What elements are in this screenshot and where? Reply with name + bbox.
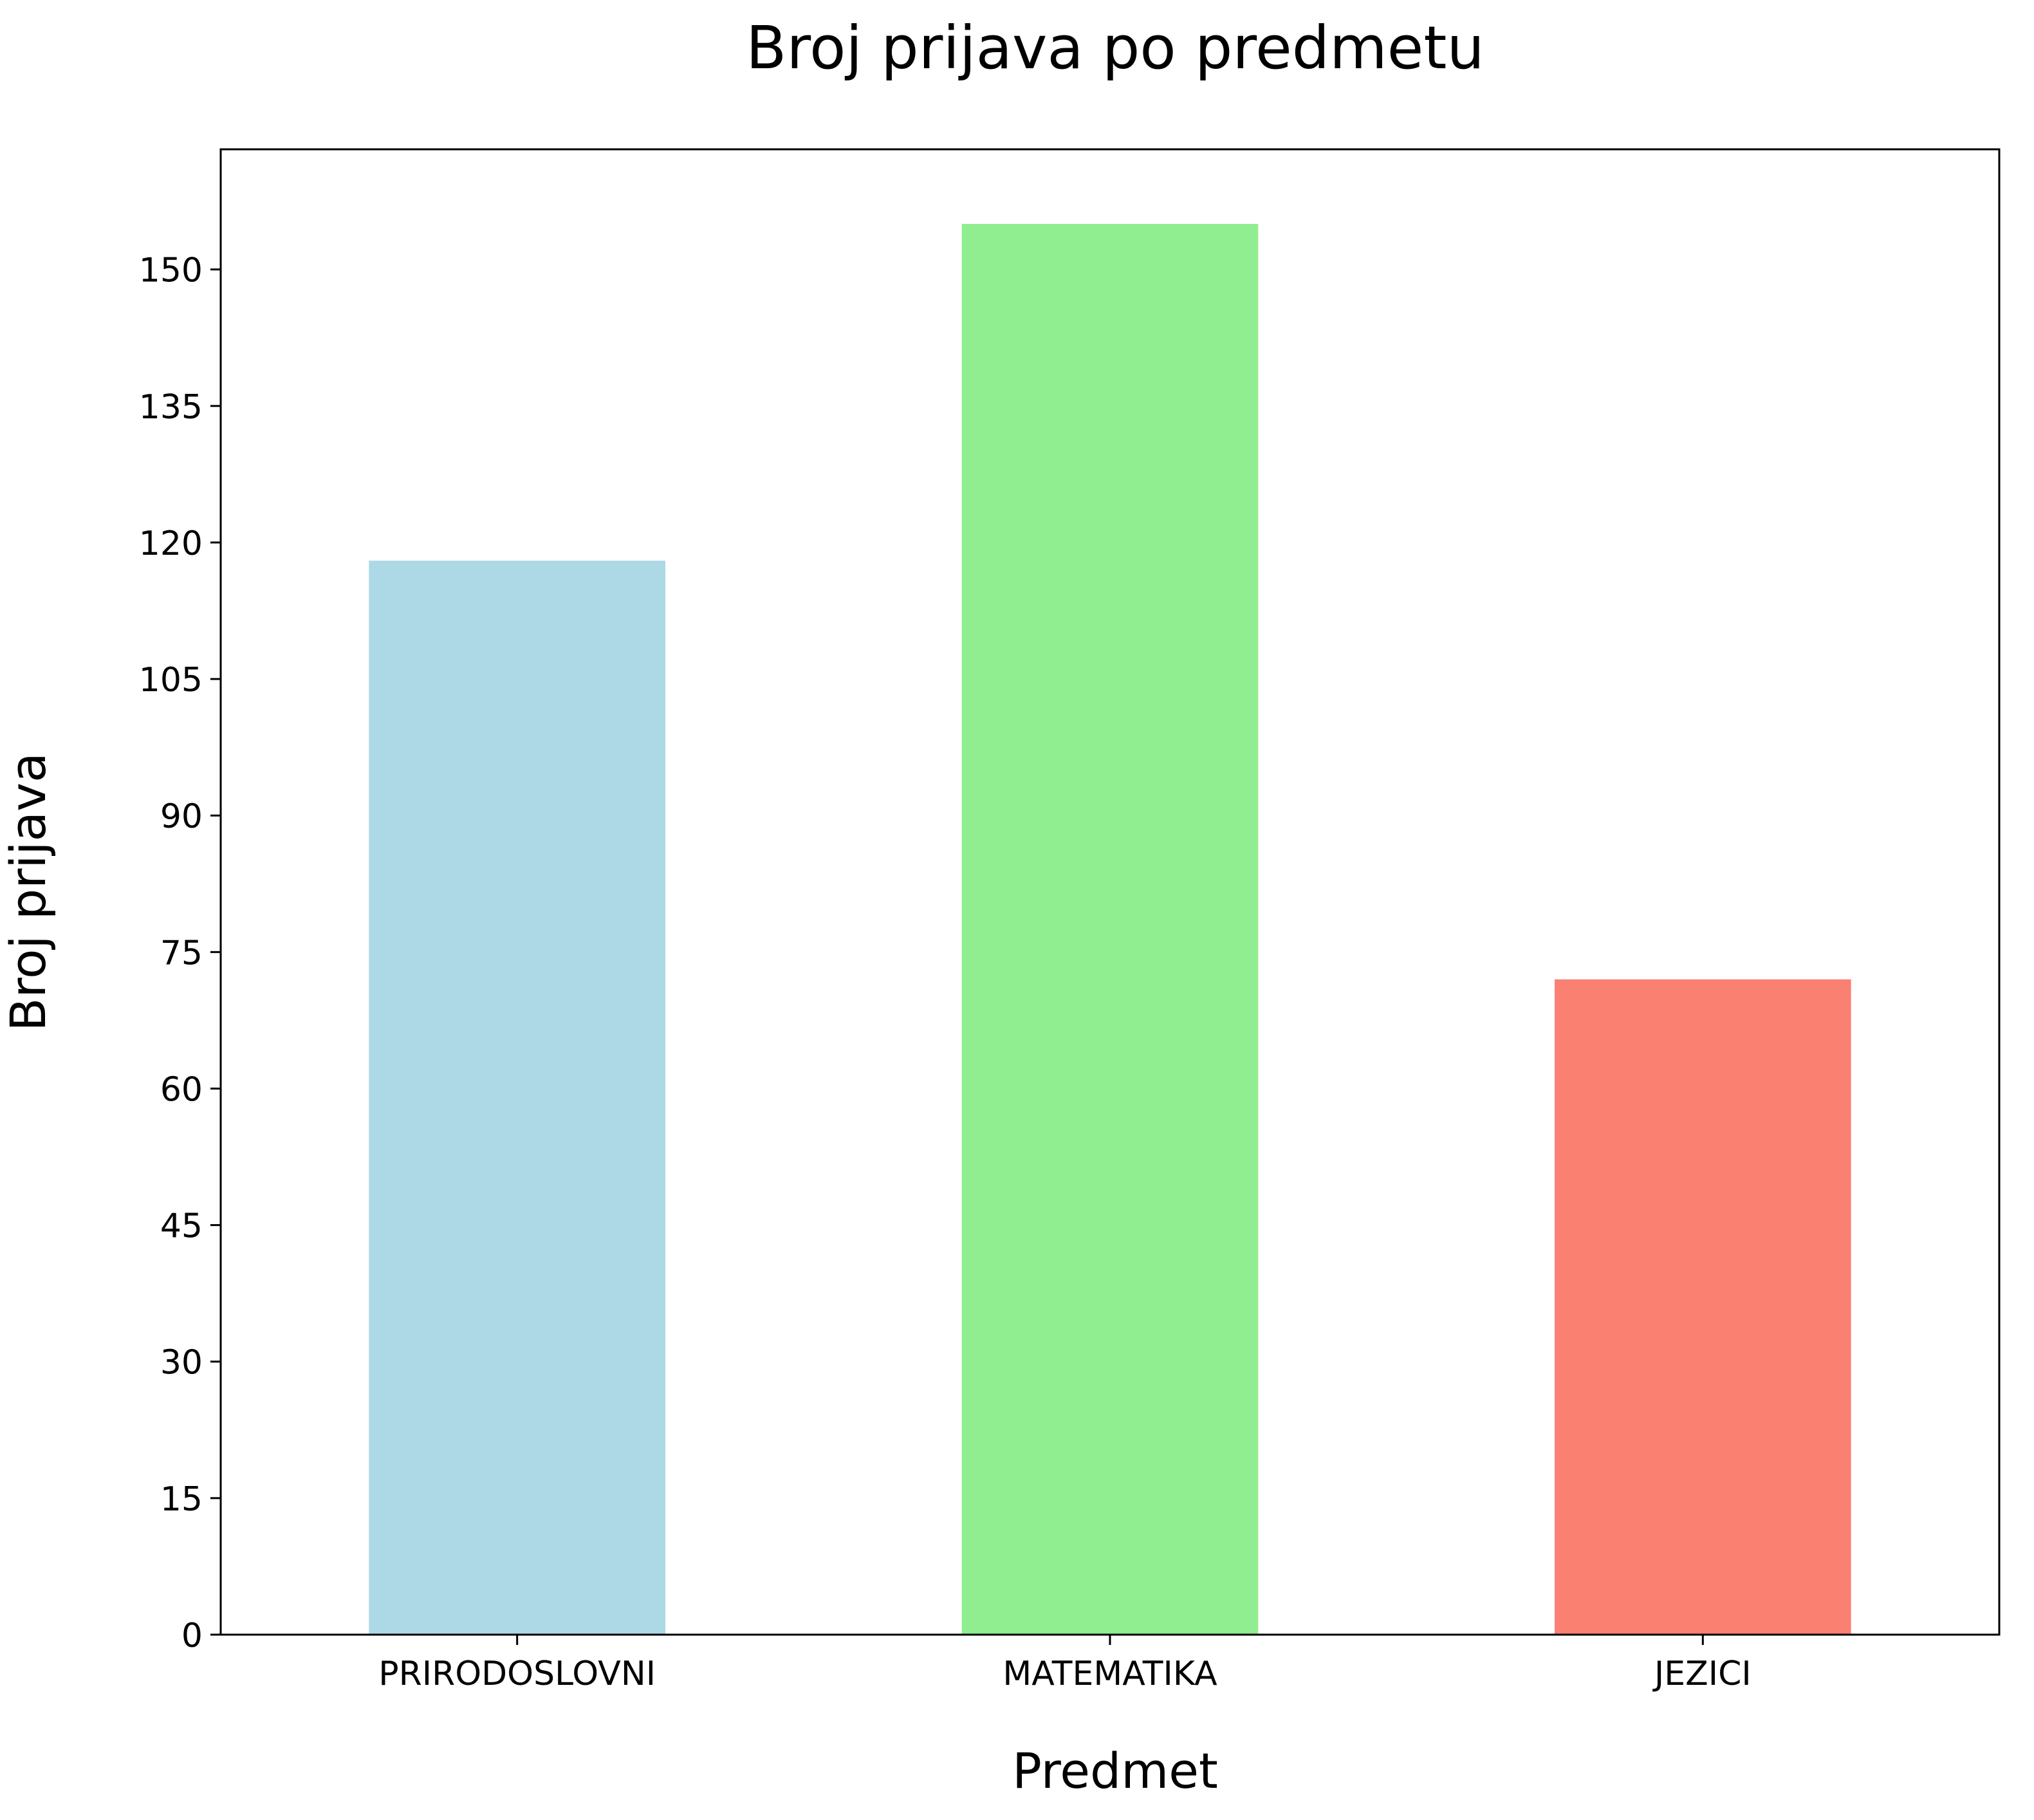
y-tick-label: 45 (160, 1207, 203, 1246)
chart-title: Broj prijava po predmetu (746, 14, 1484, 82)
x-axis-label: Predmet (1012, 1742, 1218, 1799)
x-tick-label: JEZICI (1652, 1655, 1752, 1693)
x-tick-label: MATEMATIKA (1003, 1655, 1217, 1693)
y-tick-label: 0 (181, 1617, 203, 1655)
y-axis-label: Broj prijava (0, 752, 57, 1031)
y-tick-label: 30 (160, 1344, 203, 1382)
y-tick-label: 75 (160, 934, 203, 972)
bar-matematika (961, 223, 1259, 1635)
y-tick-label: 150 (139, 252, 203, 290)
bar-prirodoslovni (369, 561, 665, 1635)
bar-jezici (1555, 979, 1851, 1635)
y-tick-label: 90 (160, 797, 203, 836)
x-tick-label: PRIRODOSLOVNI (378, 1655, 656, 1693)
y-tick-label: 135 (139, 388, 203, 427)
plot-frame (219, 148, 2001, 1636)
x-axis-ticks: PRIRODOSLOVNI MATEMATIKA JEZICI (378, 1635, 1752, 1693)
y-axis-ticks: 0 15 30 45 60 75 90 105 120 135 150 (139, 252, 221, 1655)
bars-group (369, 223, 1851, 1635)
y-tick-label: 105 (139, 661, 203, 700)
y-tick-label: 120 (139, 525, 203, 563)
y-tick-label: 60 (160, 1070, 203, 1109)
y-tick-label: 15 (160, 1480, 203, 1519)
